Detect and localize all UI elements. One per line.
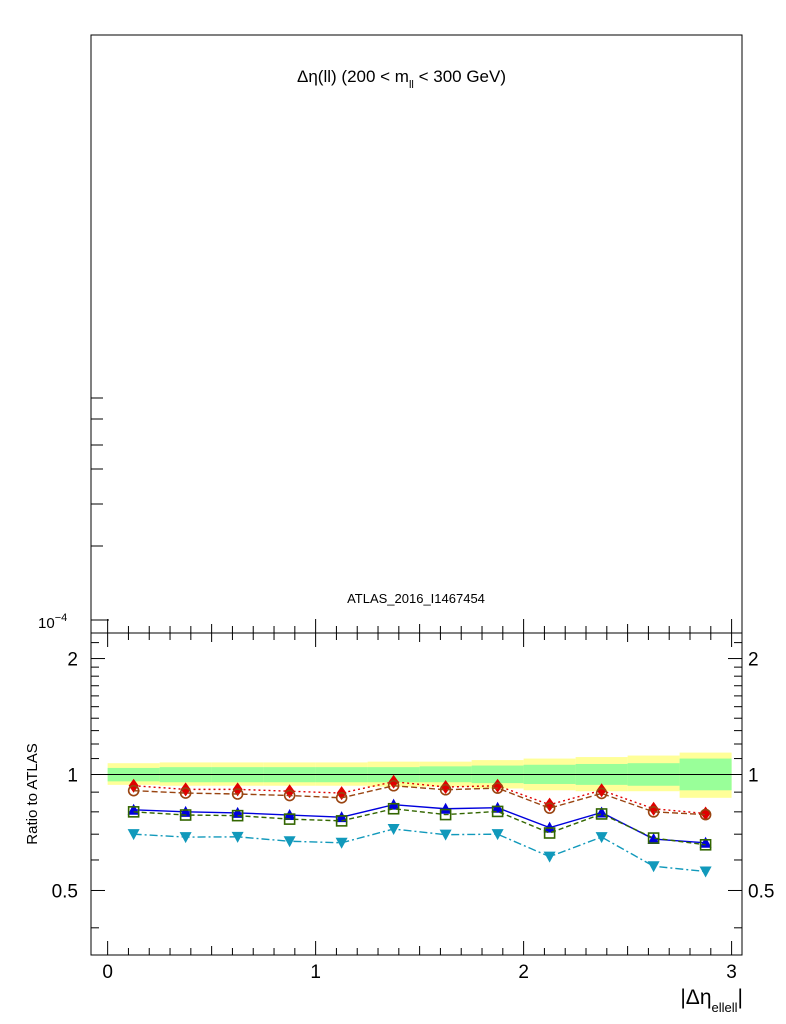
- series-2: [127, 798, 712, 848]
- main-title: Δη(ll) (200 < mll < 300 GeV): [297, 67, 506, 91]
- y-tick-label-right: 1: [748, 766, 759, 787]
- main-title-head: Δη(ll) (200 < m: [297, 67, 409, 86]
- x-tick-label: 3: [726, 962, 737, 983]
- main-title-sub: ll: [409, 79, 414, 91]
- data-point: [439, 829, 452, 841]
- main-y-tick-exp: −4: [55, 612, 68, 624]
- data-point: [699, 808, 712, 821]
- data-point: [543, 851, 556, 863]
- data-point: [127, 829, 140, 841]
- y-axis-label: Ratio to ATLAS: [24, 743, 41, 844]
- data-point: [439, 808, 452, 821]
- data-point: [335, 792, 348, 804]
- data-point: [179, 832, 192, 844]
- data-point: [127, 806, 140, 818]
- data-point: [647, 833, 660, 845]
- series-line: [133, 828, 706, 873]
- data-point: [335, 815, 348, 827]
- series-1: [127, 779, 712, 821]
- data-point: [491, 829, 504, 841]
- series-line: [133, 785, 706, 816]
- uncertainty-bands: [107, 752, 732, 798]
- data-point: [335, 837, 348, 849]
- data-point: [595, 808, 608, 820]
- data-point: [231, 809, 244, 822]
- data-point: [179, 805, 192, 817]
- data-point: [595, 787, 608, 800]
- data-point: [179, 809, 192, 821]
- x-tick-label: 1: [310, 962, 321, 983]
- series-3: [127, 802, 712, 851]
- data-point: [440, 780, 451, 795]
- x-tick-label: 2: [518, 962, 529, 983]
- main-panel-ticks: [91, 397, 733, 633]
- series-4: [127, 824, 712, 878]
- x-axis-label-tail: |: [738, 986, 743, 1009]
- x-tick-label: 0: [102, 962, 113, 983]
- data-point: [179, 787, 192, 799]
- data-point: [647, 861, 660, 873]
- series-line: [133, 780, 706, 815]
- data-point: [699, 866, 712, 878]
- data-point: [387, 779, 400, 792]
- y-tick-label-right: 2: [748, 650, 759, 671]
- y-tick-label-left: 1: [67, 766, 78, 787]
- main-y-tick-base: 10: [38, 615, 55, 632]
- main-title-tail: < 300 GeV): [414, 67, 506, 86]
- data-point: [127, 784, 140, 797]
- main-panel-frame: [90, 34, 743, 634]
- data-point: [544, 797, 555, 812]
- x-axis-label-sub: ellell: [712, 1000, 738, 1015]
- data-point: [283, 836, 296, 848]
- data-point: [699, 838, 712, 851]
- series-line: [133, 803, 706, 844]
- data-point: [231, 831, 244, 843]
- data-point: [595, 832, 608, 844]
- data-point: [387, 824, 400, 836]
- data-point: [491, 782, 504, 794]
- data-point: [388, 774, 399, 789]
- data-point: [283, 813, 296, 825]
- y-tick-label-left: 0.5: [52, 881, 78, 902]
- data-point: [543, 802, 556, 814]
- data-point: [647, 832, 660, 844]
- ratio-panel-ticks: [91, 633, 742, 955]
- y-tick-label-right: 0.5: [748, 881, 774, 902]
- ratio-panel-frame: [90, 632, 743, 956]
- data-point: [543, 821, 556, 833]
- x-axis-label-head: |Δη: [680, 986, 711, 1009]
- ratio-panel: 0 1 2 3 0.5 0.5 1 1 2 2 Ratio to ATLAS |Δηellell|: [24, 632, 775, 1015]
- data-point: [439, 802, 452, 814]
- data-point: [543, 827, 556, 839]
- x-axis-label: |Δηellell|: [680, 986, 743, 1015]
- y-tick-label-left: 2: [67, 650, 78, 671]
- data-point: [231, 806, 244, 818]
- main-panel: Δη(ll) (200 < mll < 300 GeV) ATLAS_2016_…: [38, 34, 743, 634]
- data-point: [387, 802, 400, 815]
- data-point: [231, 788, 244, 800]
- ratio-tick-labels: 0 1 2 3 0.5 0.5 1 1 2 2: [52, 650, 775, 983]
- ratio-series: [127, 774, 712, 878]
- series-line: [133, 808, 706, 846]
- data-point: [647, 806, 660, 818]
- data-point: [491, 805, 504, 818]
- data-point: [283, 789, 296, 802]
- analysis-label: ATLAS_2016_I1467454: [347, 591, 485, 606]
- main-y-tick-label: 10−4: [38, 612, 67, 632]
- data-point: [492, 778, 503, 793]
- data-point: [439, 783, 452, 796]
